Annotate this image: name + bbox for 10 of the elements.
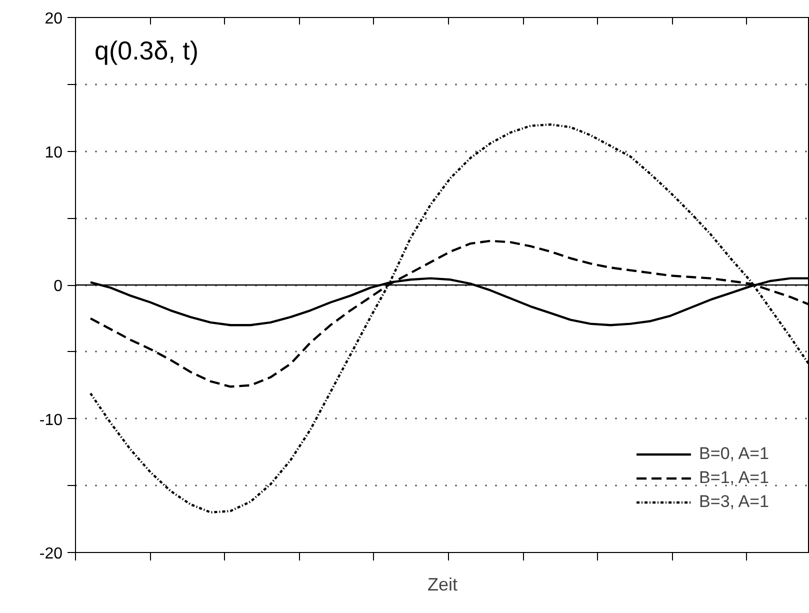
y-tick-label: -10 xyxy=(39,412,63,429)
y-tick-label: 0 xyxy=(54,278,63,295)
legend-label: B=0, A=1 xyxy=(699,444,769,464)
y-tick-label: 20 xyxy=(44,10,63,28)
legend-label: B=1, A=1 xyxy=(699,468,769,488)
y-tick-label: -20 xyxy=(39,546,63,562)
x-axis-title: Zeit xyxy=(427,574,458,594)
text: q(0.3δ, t) xyxy=(94,36,199,66)
legend-label: B=3, A=1 xyxy=(699,492,769,512)
y-tick-label: 10 xyxy=(44,144,63,162)
